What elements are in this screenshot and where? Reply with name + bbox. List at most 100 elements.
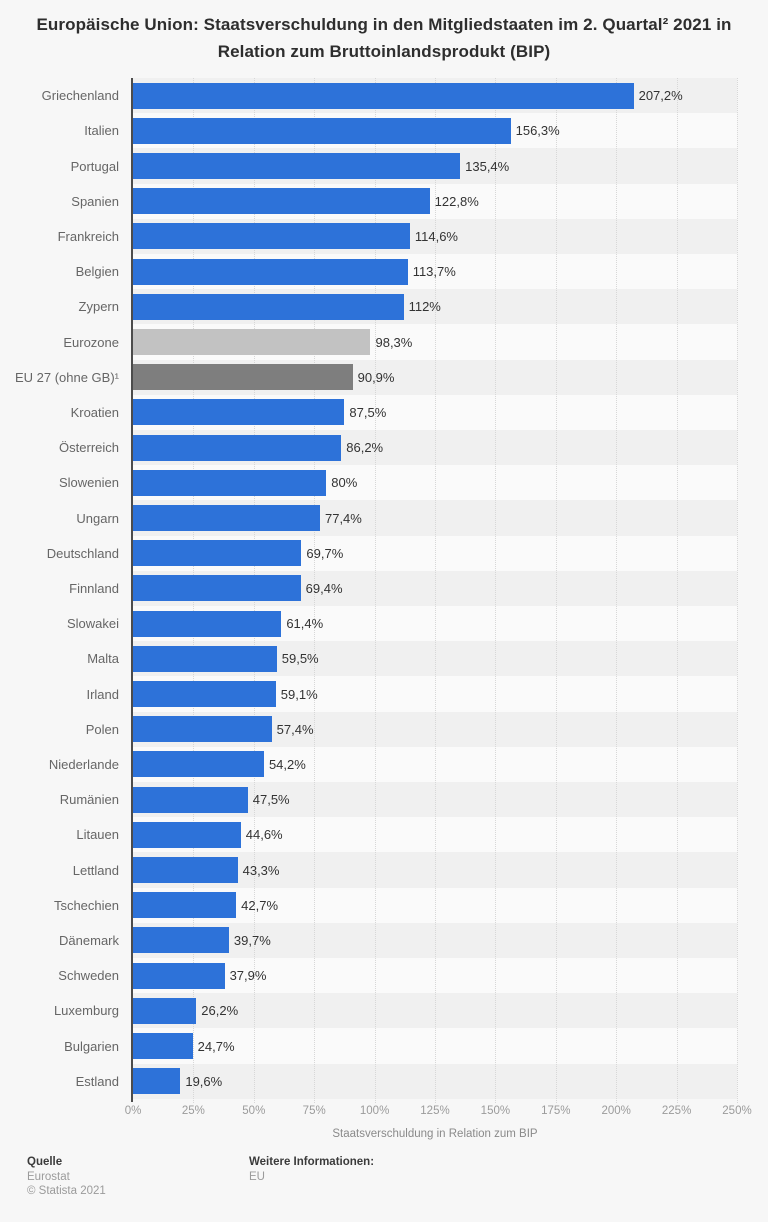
x-tick-label: 100%: [359, 1105, 390, 1117]
x-axis-title: Staatsverschuldung in Relation zum BIP: [332, 1128, 538, 1140]
data-bar[interactable]: [133, 364, 353, 391]
category-label: Finnland: [69, 580, 119, 596]
category-label: Spanien: [71, 193, 119, 209]
data-bar[interactable]: [133, 1033, 193, 1060]
category-label: Kroatien: [70, 404, 119, 420]
chart-row: 98,3%: [133, 324, 737, 360]
data-bar[interactable]: [133, 962, 225, 989]
data-bar[interactable]: [133, 153, 461, 179]
chart-row: 42,7%: [133, 887, 737, 923]
data-bar[interactable]: [133, 716, 272, 743]
data-bar[interactable]: [133, 575, 301, 602]
chart-row: 69,7%: [133, 535, 737, 571]
value-label: 87,5%: [349, 404, 387, 420]
chart-row: 69,4%: [133, 570, 737, 607]
x-axis-ticks: 0% 25% 50% 75% 100% 125% 150% 175% 200% 225% 250%: [125, 1105, 752, 1119]
x-tick-label: 250%: [722, 1105, 752, 1117]
value-label: 37,9%: [229, 968, 267, 984]
data-bar[interactable]: [133, 857, 238, 884]
x-tick-label: 150%: [480, 1105, 511, 1117]
chart-row: 135,4%: [133, 148, 737, 184]
gridline: [737, 78, 738, 1103]
data-bar[interactable]: [133, 540, 302, 567]
category-label: Österreich: [59, 440, 119, 456]
x-tick-label: 0%: [124, 1105, 142, 1117]
category-label: Slowakei: [66, 616, 119, 632]
category-label: Belgien: [75, 264, 119, 280]
value-label: 59,5%: [281, 651, 319, 667]
more-info-link[interactable]: EU: [249, 1170, 265, 1183]
x-tick-label: 200%: [601, 1105, 631, 1117]
data-bar[interactable]: [133, 786, 248, 813]
chart-row: 26,2%: [133, 993, 737, 1029]
category-label: Griechenland: [41, 88, 119, 104]
data-bar[interactable]: [133, 117, 511, 144]
data-bar[interactable]: [133, 329, 371, 356]
chart-row: 156,3%: [133, 113, 737, 149]
y-axis-line: [131, 78, 133, 1102]
data-bar[interactable]: [133, 751, 264, 778]
category-label: Litauen: [76, 827, 119, 843]
category-label: Eurozone: [63, 334, 119, 350]
more-info-block: Weitere Informationen: EU: [249, 1155, 374, 1184]
category-label: EU 27 (ohne GB)¹: [14, 369, 119, 385]
data-bar[interactable]: [133, 258, 408, 285]
data-bar[interactable]: [133, 610, 282, 637]
category-label: Italien: [84, 123, 119, 139]
source-block: Quelle Eurostat © Statista 2021: [27, 1155, 106, 1199]
data-bar[interactable]: [133, 293, 404, 320]
data-bar[interactable]: [133, 434, 342, 461]
x-tick-label: 225%: [661, 1105, 692, 1117]
chart-row: 19,6%: [133, 1063, 737, 1099]
source-name: Eurostat: [27, 1170, 70, 1183]
chart-row: 122,8%: [133, 183, 737, 219]
chart-row: 112%: [133, 289, 737, 325]
data-bar[interactable]: [133, 821, 241, 848]
source-heading: Quelle: [27, 1156, 63, 1168]
data-bar[interactable]: [133, 645, 277, 672]
value-label: 86,2%: [346, 440, 384, 456]
chart-row: 54,2%: [133, 746, 737, 783]
data-bar[interactable]: [133, 188, 430, 215]
data-bar[interactable]: [133, 469, 327, 496]
data-bar[interactable]: [133, 681, 276, 708]
category-label: Irland: [86, 686, 119, 702]
value-label: 122,8%: [434, 193, 479, 209]
category-label: Frankreich: [57, 228, 119, 244]
value-label: 69,7%: [306, 545, 344, 561]
data-bar[interactable]: [133, 997, 197, 1024]
chart-row: 87,5%: [133, 394, 737, 431]
chart-row: 43,3%: [133, 852, 737, 888]
data-bar[interactable]: [133, 399, 345, 426]
value-label: 19,6%: [185, 1073, 223, 1089]
data-bar[interactable]: [133, 505, 320, 532]
value-label: 156,3%: [515, 123, 560, 139]
chart-row: 57,4%: [133, 711, 737, 747]
chart-row: 86,2%: [133, 430, 737, 466]
chart-row: 37,9%: [133, 958, 737, 994]
data-bar[interactable]: [133, 892, 237, 919]
value-label: 24,7%: [197, 1038, 235, 1054]
value-label: 90,9%: [357, 369, 395, 385]
data-bar[interactable]: [133, 1068, 181, 1095]
value-label: 39,7%: [233, 932, 271, 948]
category-labels: Griechenland Italien Portugal Spanien Frankr…: [0, 78, 126, 1099]
value-label: 43,3%: [242, 862, 280, 878]
value-label: 54,2%: [268, 756, 306, 772]
x-tick-label: 125%: [420, 1105, 450, 1117]
chart-row: 113,7%: [133, 254, 737, 290]
data-bar[interactable]: [133, 927, 229, 954]
chart-row: 47,5%: [133, 782, 737, 818]
data-bar[interactable]: [133, 223, 410, 250]
category-label: Tschechien: [53, 897, 119, 913]
value-label: 47,5%: [252, 792, 290, 808]
category-label: Dänemark: [59, 932, 119, 948]
chart-row: 59,5%: [133, 641, 737, 677]
data-bar[interactable]: [133, 82, 634, 109]
chart-row: 90,9%: [133, 359, 737, 395]
category-label: Polen: [85, 721, 119, 737]
chart-row: 44,6%: [133, 817, 737, 853]
category-label: Lettland: [72, 862, 119, 878]
chart-row: 61,4%: [133, 606, 737, 642]
